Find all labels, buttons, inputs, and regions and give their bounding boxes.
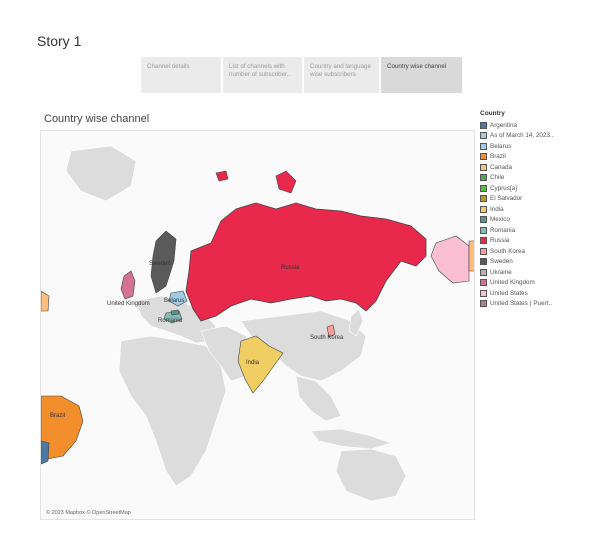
legend-item[interactable]: Argentina [480,120,575,131]
tab-list-of-channels[interactable]: List of channels with number of subscrib… [223,57,302,93]
legend-item[interactable]: Russia [480,236,575,247]
legend-swatch [480,195,487,203]
legend-label: Canada [490,163,513,171]
story-title: Story 1 [37,33,82,49]
indonesia-land [310,428,392,450]
legend-label: United States [490,289,528,297]
map-attribution[interactable]: © 2023 Mapbox © OpenStreetMap [46,510,131,516]
legend-item[interactable]: United Kingdom [480,278,575,289]
canada-region-west[interactable] [41,290,50,312]
legend-label: El Salvador [490,195,523,203]
country-legend: Country Argentina As of March 14, 2023.. B… [480,110,575,309]
legend-label: India [490,205,504,213]
label-india: India [246,360,260,366]
legend-item[interactable]: El Salvador [480,194,575,205]
tab-country-language[interactable]: Country and language wise subscribers [304,57,379,93]
legend-swatch [480,247,487,255]
label-sweden: Sweden [149,261,171,267]
legend-item[interactable]: Sweden [480,257,575,268]
legend-item[interactable]: India [480,204,575,215]
legend-swatch [480,258,487,266]
legend-label: United States ( Puert.. [490,300,552,308]
mexico-region[interactable] [170,309,180,316]
legend-swatch [480,121,487,129]
legend-item[interactable]: Chile [480,173,575,184]
label-brazil: Brazil [50,413,65,419]
legend-swatch [480,289,487,297]
legend-label: Brazil [490,153,506,161]
label-russia: Russia [281,265,300,271]
sweden-region[interactable] [150,230,177,294]
tab-channel-details[interactable]: Channel details [141,57,221,93]
argentina-region[interactable] [41,440,50,465]
africa-land [118,335,227,487]
legend-swatch [480,142,487,150]
belarus-region[interactable] [168,290,188,307]
legend-label: As of March 14, 2023.. [490,132,554,140]
se-asia-land [295,375,342,422]
legend-swatch [480,184,487,192]
map-svg[interactable]: Russia Sweden United Kingdom Belarus Rom… [41,131,475,520]
legend-label: Ukraine [490,268,512,276]
label-south-korea: South Korea [310,335,344,341]
map-title: Country wise channel [44,113,150,125]
legend-label: United Kingdom [490,279,535,287]
tab-country-wise-channel[interactable]: Country wise channel [381,57,462,93]
legend-item[interactable]: United States [480,288,575,299]
legend-item[interactable]: As of March 14, 2023.. [480,131,575,142]
label-united-kingdom: United Kingdom [107,301,150,307]
legend-label: Chile [490,174,505,182]
legend-item[interactable]: Cyprus[a] [480,183,575,194]
legend-swatch [480,174,487,182]
legend-label: Mexico [490,216,510,224]
canada-region-east[interactable] [468,240,475,272]
label-belarus: Belarus [164,298,184,304]
legend-label: Romania [490,226,516,234]
legend-swatch [480,226,487,234]
story-tabs: Channel details List of channels with nu… [141,57,462,93]
legend-label: Argentina [490,121,517,129]
legend-label: Cyprus[a] [490,184,517,192]
legend-item[interactable]: Belarus [480,141,575,152]
legend-swatch [480,268,487,276]
legend-item[interactable]: United States ( Puert.. [480,299,575,310]
greenland-land [65,145,137,202]
russia-arctic-islands[interactable] [215,170,297,194]
label-romania: Romania [158,318,183,324]
legend-swatch [480,205,487,213]
japan-land [348,308,364,337]
legend-swatch [480,300,487,308]
legend-item[interactable]: Ukraine [480,267,575,278]
legend-item[interactable]: Romania [480,225,575,236]
legend-swatch [480,132,487,140]
legend-swatch [480,163,487,171]
united-states-region[interactable] [430,235,470,284]
south-korea-region[interactable] [326,324,336,338]
legend-swatch [480,153,487,161]
legend-item[interactable]: Mexico [480,215,575,226]
legend-swatch [480,216,487,224]
legend-label: Russia [490,237,510,245]
map-view[interactable]: Russia Sweden United Kingdom Belarus Rom… [40,130,475,520]
india-region[interactable] [237,335,284,394]
australia-land [335,448,407,502]
legend-swatch [480,237,487,245]
legend-swatch [480,279,487,287]
russia-region[interactable] [185,202,427,322]
legend-item[interactable]: South Korea [480,246,575,257]
legend-title: Country [480,110,505,117]
legend-item[interactable]: Canada [480,162,575,173]
legend-items: Argentina As of March 14, 2023.. Belarus Br… [480,120,575,309]
united-kingdom-region[interactable] [120,270,136,300]
legend-label: South Korea [490,247,526,255]
legend-item[interactable]: Brazil [480,152,575,163]
legend-label: Sweden [490,258,513,266]
legend-label: Belarus [490,142,512,150]
